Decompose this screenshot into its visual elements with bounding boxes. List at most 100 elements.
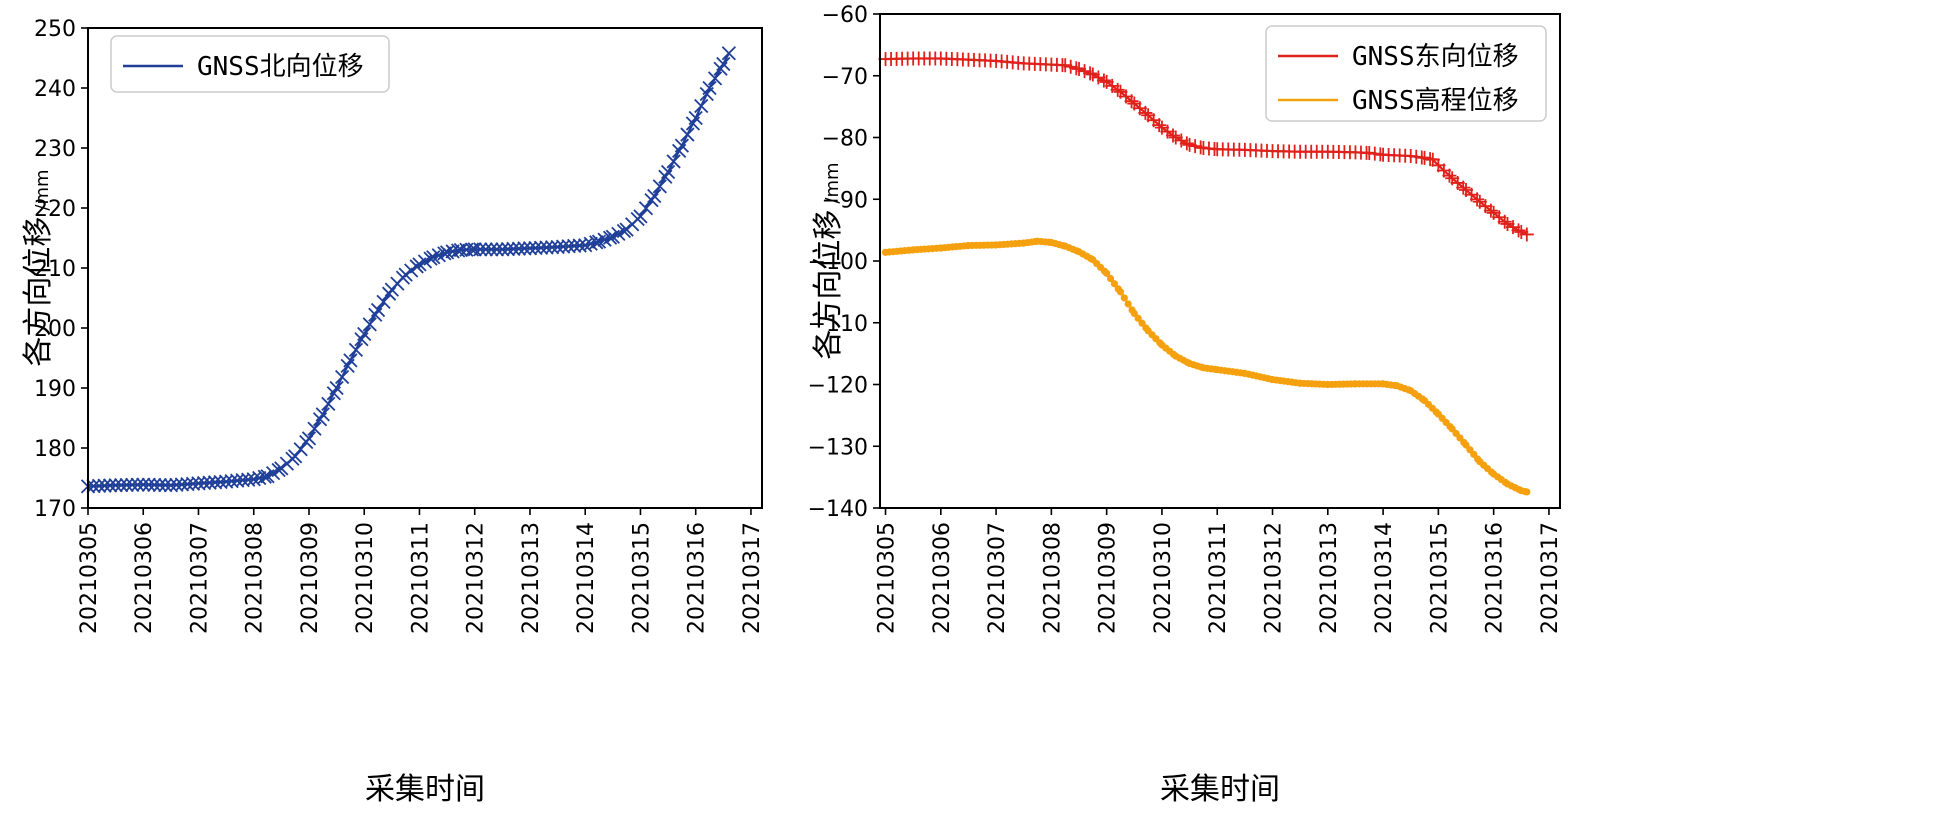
data-point bbox=[147, 477, 162, 492]
data-point bbox=[207, 475, 223, 490]
data-point bbox=[381, 286, 397, 301]
x-tick-label: 20210308 bbox=[1040, 522, 1065, 634]
data-point bbox=[1116, 288, 1125, 296]
x-tick-label: 20210314 bbox=[574, 522, 599, 634]
data-point bbox=[484, 242, 499, 257]
data-point bbox=[196, 475, 212, 491]
data-point bbox=[423, 251, 438, 266]
x-axis-label: 采集时间 bbox=[1160, 772, 1280, 807]
x-tick-label: 20210316 bbox=[685, 522, 710, 634]
data-point bbox=[1152, 118, 1167, 133]
x-tick-label: 20210305 bbox=[875, 522, 900, 634]
data-point bbox=[1523, 488, 1531, 496]
x-tick-label: 20210310 bbox=[1151, 522, 1176, 634]
data-point bbox=[666, 154, 681, 169]
data-point bbox=[1130, 309, 1138, 318]
data-point bbox=[567, 238, 582, 254]
data-point bbox=[343, 353, 358, 368]
y-tick-label: −80 bbox=[822, 127, 868, 152]
y-tick-label: −100 bbox=[808, 250, 868, 275]
x-tick-label: 20210311 bbox=[1206, 522, 1231, 634]
data-point bbox=[1456, 180, 1471, 195]
y-tick-label: 200 bbox=[34, 317, 76, 342]
data-point bbox=[185, 476, 201, 491]
data-point bbox=[169, 477, 184, 492]
data-point bbox=[561, 239, 576, 254]
data-point bbox=[257, 469, 272, 484]
data-point bbox=[370, 302, 386, 318]
data-point bbox=[224, 473, 239, 489]
legend-label: GNSS北向位移 bbox=[197, 52, 364, 82]
data-point bbox=[114, 477, 129, 493]
data-point bbox=[437, 246, 452, 261]
x-tick-label: 20210313 bbox=[1317, 522, 1342, 634]
data-point bbox=[578, 238, 593, 253]
data-point bbox=[329, 380, 344, 396]
data-point bbox=[506, 241, 521, 257]
data-point bbox=[660, 164, 676, 180]
data-point bbox=[583, 236, 598, 251]
data-point bbox=[638, 201, 654, 216]
data-point bbox=[1519, 227, 1534, 242]
x-tick-label: 20210308 bbox=[243, 522, 268, 634]
x-tick-label: 20210317 bbox=[1538, 522, 1563, 634]
data-point bbox=[1483, 203, 1498, 218]
x-tick-label: 20210315 bbox=[629, 522, 654, 634]
data-point bbox=[321, 396, 336, 411]
data-point bbox=[1124, 94, 1139, 109]
series-1 bbox=[881, 237, 1531, 496]
data-point bbox=[522, 241, 538, 256]
data-point bbox=[108, 478, 123, 493]
y-tick-label: 250 bbox=[34, 17, 76, 42]
legend-box bbox=[110, 35, 390, 93]
series-0 bbox=[80, 46, 736, 494]
data-point bbox=[218, 474, 234, 489]
data-point bbox=[602, 230, 618, 245]
data-point bbox=[489, 242, 504, 257]
data-point bbox=[252, 470, 267, 486]
data-point bbox=[348, 342, 364, 357]
y-tick-label: 240 bbox=[34, 77, 76, 102]
data-point bbox=[528, 240, 543, 256]
data-point bbox=[152, 477, 167, 493]
data-point bbox=[1179, 136, 1194, 151]
data-point bbox=[544, 240, 560, 255]
series-0 bbox=[878, 51, 1534, 242]
data-point bbox=[674, 138, 690, 153]
data-point bbox=[376, 294, 391, 309]
legend-label: GNSS东向位移 bbox=[1352, 42, 1519, 72]
data-point bbox=[97, 478, 112, 493]
data-point bbox=[357, 326, 372, 342]
data-point bbox=[688, 110, 703, 126]
east-elevation-displacement-chart: −140 −130 −120 −110 −100 −90 −80 −70 −60 20210305… bbox=[808, 3, 1563, 807]
x-tick-label: 20210312 bbox=[1262, 522, 1287, 634]
data-point bbox=[467, 242, 482, 257]
y-tick-label: 210 bbox=[34, 257, 76, 282]
data-point bbox=[702, 80, 717, 96]
data-point bbox=[1511, 223, 1526, 238]
data-point bbox=[1442, 168, 1457, 183]
x-tick-label: 20210306 bbox=[132, 522, 157, 634]
x-tick-label: 20210307 bbox=[187, 522, 212, 634]
data-point bbox=[589, 235, 604, 250]
data-point bbox=[230, 473, 245, 488]
data-point bbox=[495, 242, 510, 257]
data-point bbox=[517, 241, 532, 256]
data-point bbox=[1138, 319, 1146, 327]
data-point bbox=[1166, 128, 1181, 143]
y-tick-label: −110 bbox=[808, 312, 868, 337]
data-point bbox=[235, 473, 250, 488]
data-point bbox=[550, 239, 565, 255]
data-point bbox=[180, 476, 195, 492]
data-point bbox=[307, 421, 322, 436]
data-point bbox=[119, 477, 134, 493]
data-point bbox=[616, 223, 632, 239]
y-tick-label: 230 bbox=[34, 137, 76, 162]
y-tick-label: −120 bbox=[808, 374, 868, 399]
data-point bbox=[136, 477, 151, 492]
data-point bbox=[721, 46, 736, 61]
x-tick-label: 20210307 bbox=[985, 522, 1010, 634]
north-displacement-chart: 170 180 190 200 210 220 230 240 250 20210305 20210… bbox=[21, 17, 765, 807]
x-tick-label: 20210306 bbox=[930, 522, 955, 634]
y-axis-label: 各方向位移/mm bbox=[811, 162, 846, 359]
